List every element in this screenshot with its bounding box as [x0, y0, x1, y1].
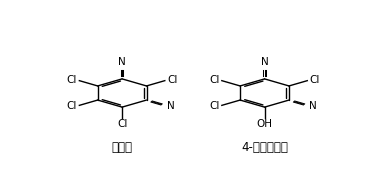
Text: 百菌清: 百菌清 [111, 141, 133, 154]
Text: Cl: Cl [117, 119, 127, 129]
Text: Cl: Cl [309, 75, 320, 85]
Text: Cl: Cl [67, 101, 77, 111]
Text: Cl: Cl [209, 101, 219, 111]
Text: N: N [309, 101, 317, 111]
Text: Cl: Cl [167, 75, 177, 85]
Text: 4-羟基百菌清: 4-羟基百菌清 [241, 141, 288, 154]
Text: N: N [118, 57, 126, 67]
Text: N: N [261, 57, 268, 67]
Text: N: N [167, 101, 175, 111]
Text: Cl: Cl [67, 75, 77, 85]
Text: OH: OH [257, 119, 273, 129]
Text: Cl: Cl [209, 75, 219, 85]
